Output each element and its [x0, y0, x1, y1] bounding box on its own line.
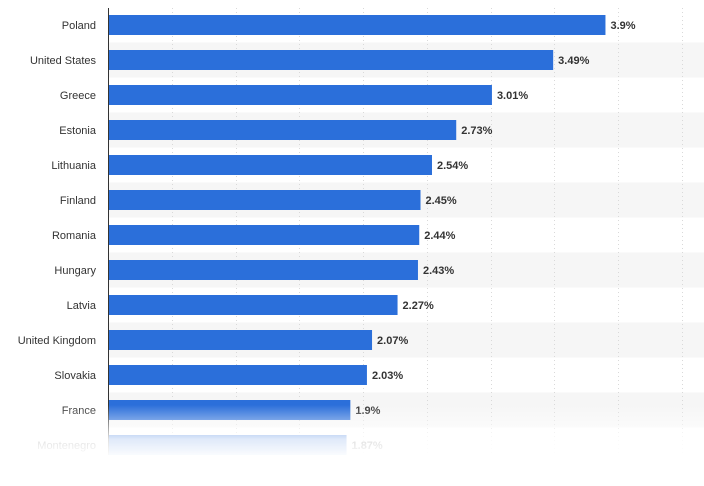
bar	[108, 400, 351, 420]
value-label: 2.54%	[437, 160, 468, 172]
bar	[108, 120, 457, 140]
category-label: Latvia	[67, 300, 97, 312]
category-label: Slovakia	[54, 370, 96, 382]
value-label: 1.87%	[352, 440, 383, 452]
value-label: 2.44%	[424, 230, 455, 242]
value-label: 2.43%	[423, 265, 454, 277]
category-label: Finland	[60, 195, 96, 207]
value-label: 3.49%	[558, 55, 589, 67]
bar	[108, 85, 492, 105]
value-label: 3.01%	[497, 90, 528, 102]
category-label: Greece	[60, 90, 96, 102]
value-label: 2.45%	[426, 195, 457, 207]
category-label: Estonia	[59, 125, 97, 137]
value-label: 2.73%	[461, 125, 492, 137]
value-label: 2.03%	[372, 370, 403, 382]
category-label: Romania	[52, 230, 97, 242]
category-label: United States	[30, 55, 97, 67]
category-label: Poland	[62, 20, 96, 32]
bars	[108, 15, 606, 455]
bar	[108, 50, 554, 70]
bar	[108, 15, 606, 35]
bar	[108, 225, 420, 245]
bar	[108, 365, 367, 385]
bar	[108, 330, 373, 350]
category-label: France	[62, 405, 96, 417]
bar	[108, 295, 398, 315]
bar	[108, 260, 418, 280]
bar	[108, 435, 347, 455]
value-label: 1.9%	[355, 405, 380, 417]
bar	[108, 155, 432, 175]
category-label: Montenegro	[37, 440, 96, 452]
value-label: 3.9%	[610, 20, 635, 32]
category-label: United Kingdom	[18, 335, 96, 347]
category-label: Lithuania	[51, 160, 97, 172]
bar	[108, 190, 421, 210]
category-label: Hungary	[54, 265, 96, 277]
category-labels: Poland United States Greece Estonia Lithuani…	[18, 20, 97, 452]
value-label: 2.07%	[377, 335, 408, 347]
value-label: 2.27%	[403, 300, 434, 312]
